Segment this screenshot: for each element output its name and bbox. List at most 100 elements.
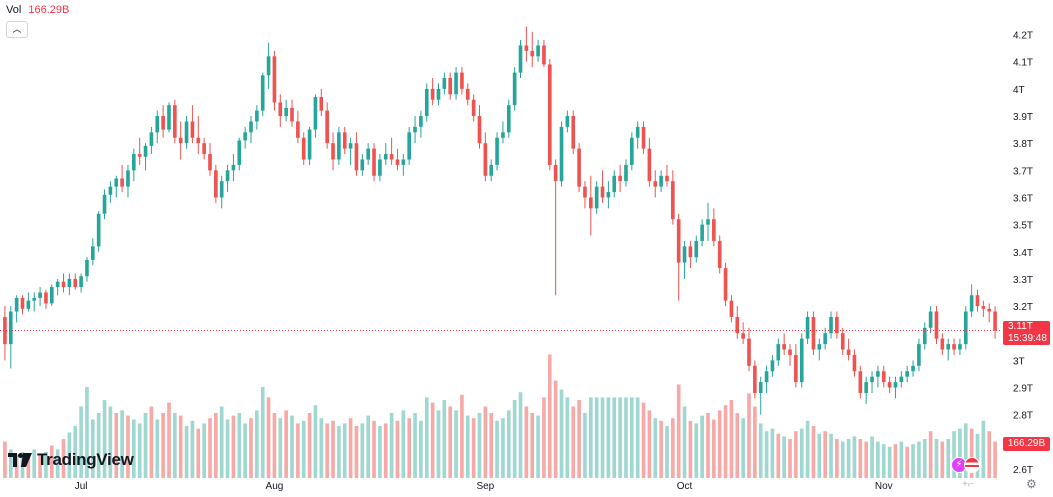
volume-bar bbox=[958, 428, 962, 478]
volume-bar bbox=[395, 420, 400, 478]
volume-bar bbox=[805, 420, 810, 478]
candle-body bbox=[870, 376, 874, 383]
candle-body bbox=[61, 281, 66, 288]
candle-body bbox=[354, 143, 359, 171]
candle-body bbox=[553, 164, 558, 182]
candle-body bbox=[741, 333, 745, 339]
candle-body bbox=[530, 50, 535, 57]
candle-body bbox=[758, 382, 763, 393]
volume-bar bbox=[202, 423, 206, 478]
candle-body bbox=[489, 164, 494, 176]
volume-bar bbox=[325, 423, 329, 478]
us-flag-icon[interactable] bbox=[964, 457, 980, 473]
volume-bar bbox=[301, 420, 306, 478]
candle-body bbox=[893, 382, 898, 388]
candle-body bbox=[788, 349, 792, 355]
price-tick-label: 3.8T bbox=[1013, 139, 1033, 150]
candle-body bbox=[454, 72, 458, 95]
volume-bar bbox=[665, 426, 669, 478]
candle-body bbox=[249, 121, 253, 133]
candle-body bbox=[817, 344, 822, 350]
time-tick-label: Aug bbox=[266, 481, 284, 492]
candle-body bbox=[764, 371, 769, 383]
volume-bar bbox=[788, 439, 792, 478]
event-markers[interactable]: ⚡ bbox=[951, 457, 980, 473]
candle-body bbox=[389, 154, 394, 160]
candle-body bbox=[348, 143, 353, 149]
candle-body bbox=[876, 371, 880, 377]
time-axis: JulAugSepOctNovDec2026 bbox=[75, 481, 893, 492]
candle-body bbox=[858, 371, 863, 393]
volume-bar bbox=[606, 397, 611, 478]
price-tick-label: 3.2T bbox=[1013, 302, 1033, 313]
volume-bar bbox=[899, 441, 904, 478]
volume-bar bbox=[126, 415, 130, 478]
volume-bar bbox=[770, 428, 775, 478]
volume-bar bbox=[55, 449, 60, 478]
volume-bar bbox=[846, 439, 851, 478]
volume-bar bbox=[85, 387, 89, 478]
candle-body bbox=[805, 316, 810, 339]
volume-bar bbox=[278, 418, 283, 478]
volume-bar bbox=[32, 449, 37, 478]
volume-bar bbox=[536, 415, 540, 478]
volume-bar bbox=[799, 428, 804, 478]
candle-body bbox=[55, 281, 60, 288]
tradingview-logo-icon bbox=[8, 453, 32, 467]
candle-body bbox=[477, 116, 482, 144]
add-marker-icon[interactable]: +⌐ bbox=[962, 479, 974, 490]
candle-body bbox=[969, 295, 974, 312]
volume-legend: Vol 166.29B bbox=[6, 4, 69, 16]
candle-body bbox=[565, 116, 570, 127]
candle-body bbox=[993, 311, 997, 331]
volume-bar bbox=[225, 419, 230, 478]
candle-body bbox=[184, 121, 189, 144]
candle-body bbox=[852, 354, 857, 372]
volume-bar bbox=[641, 402, 646, 478]
volume-bar bbox=[852, 436, 857, 478]
volume-bar bbox=[143, 413, 148, 478]
volume-bar bbox=[184, 426, 189, 478]
volume-bar bbox=[635, 397, 640, 478]
candle-body bbox=[665, 175, 669, 182]
candle-body bbox=[706, 219, 710, 225]
candle-body bbox=[331, 143, 335, 160]
volume-bar bbox=[987, 431, 992, 478]
candle-body bbox=[835, 316, 839, 334]
candle-body bbox=[588, 197, 593, 209]
candle-body bbox=[794, 354, 798, 383]
volume-bar bbox=[290, 415, 294, 478]
candle-body bbox=[85, 259, 89, 277]
candle-body bbox=[337, 132, 341, 160]
gear-icon[interactable]: ⚙ bbox=[1026, 477, 1037, 491]
candle-body bbox=[407, 132, 412, 160]
tradingview-logo[interactable]: TradingView bbox=[8, 450, 134, 470]
volume-bar bbox=[120, 410, 124, 478]
candle-body bbox=[583, 186, 587, 198]
chevron-up-icon[interactable]: ︿ bbox=[6, 21, 28, 38]
volume-bars bbox=[3, 354, 997, 478]
candle-body bbox=[600, 186, 605, 198]
volume-bar bbox=[354, 426, 359, 478]
volume-bar bbox=[501, 418, 505, 478]
volume-bar bbox=[969, 428, 974, 478]
candle-body bbox=[958, 344, 962, 350]
candle-body bbox=[378, 159, 382, 176]
volume-bar bbox=[79, 406, 83, 478]
current-price-value: 3.11T bbox=[1008, 321, 1033, 332]
volume-bar bbox=[249, 418, 253, 478]
volume-bar bbox=[870, 436, 874, 478]
candle-body bbox=[383, 154, 388, 160]
volume-bar bbox=[132, 419, 136, 478]
candle-body bbox=[547, 64, 552, 165]
candle-body bbox=[313, 97, 318, 130]
volume-bar bbox=[934, 439, 939, 478]
candle-body bbox=[167, 105, 171, 130]
candle-body bbox=[641, 126, 646, 149]
volume-bar bbox=[114, 413, 119, 478]
volume-bar bbox=[571, 406, 576, 478]
time-tick-label: Oct bbox=[677, 481, 693, 492]
candle-body bbox=[542, 45, 546, 65]
